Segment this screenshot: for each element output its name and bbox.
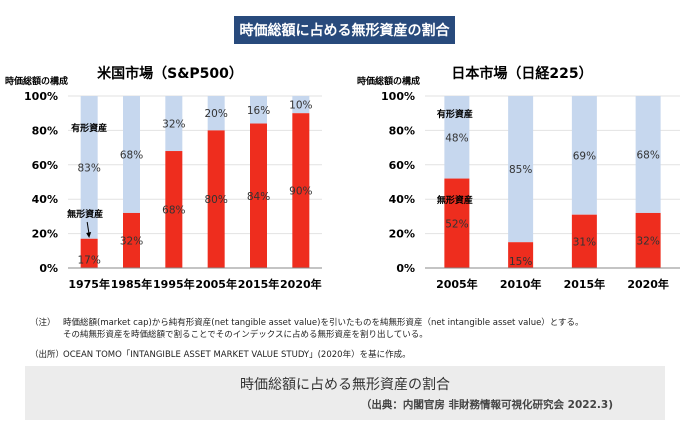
y-axis-label: 時価総額の構成	[5, 75, 68, 87]
note-line-1: 時価総額(market cap)から純有形資産(net tangible ass…	[63, 318, 584, 328]
bar-tangible	[250, 96, 267, 124]
note-label: （注）	[30, 318, 56, 328]
bar-intangible	[80, 238, 98, 268]
x-tick-label: 2020年	[280, 277, 322, 291]
bar-intangible	[250, 123, 267, 269]
bar-intangible	[635, 212, 661, 268]
data-label-intangible: 32%	[120, 235, 143, 247]
data-label-intangible: 80%	[204, 194, 227, 206]
bar-tangible	[444, 96, 470, 179]
footer-title: 時価総額に占める無形資産の割合	[240, 377, 450, 393]
x-tick-label: 2020年	[627, 277, 669, 291]
data-label-tangible: 20%	[204, 108, 227, 120]
y-tick-label: 100%	[24, 90, 58, 103]
data-label-tangible: 32%	[162, 119, 185, 131]
x-tick-label: 2005年	[436, 277, 478, 291]
data-label-tangible: 68%	[120, 149, 143, 161]
x-tick-label: 2015年	[238, 277, 280, 291]
bar-tangible	[508, 96, 534, 243]
bar-intangible	[508, 242, 534, 268]
data-label-tangible: 85%	[509, 164, 532, 176]
note-line-2: その純無形資産を時価総額で割ることでそのインデックスに占める無形資産を割り出して…	[63, 330, 428, 340]
footer-source: （出典：内閣官房 非財務情報可視化研究会 2022.3)	[360, 399, 613, 411]
data-label-intangible: 90%	[289, 186, 312, 198]
y-tick-label: 60%	[389, 159, 415, 172]
x-tick-label: 2010年	[500, 277, 542, 291]
x-tick-label: 2005年	[195, 277, 237, 291]
bar-intangible	[165, 151, 183, 268]
bar-tangible	[80, 96, 98, 239]
bar-intangible	[292, 113, 310, 268]
y-tick-label: 80%	[32, 124, 58, 137]
data-label-tangible: 68%	[636, 149, 659, 161]
data-label-tangible: 83%	[77, 162, 100, 174]
y-axis-label: 時価総額の構成	[357, 75, 420, 87]
legend-tangible: 有形資産	[71, 122, 107, 134]
x-tick-label: 1995年	[153, 277, 195, 291]
y-tick-label: 0%	[39, 262, 58, 275]
y-tick-label: 20%	[389, 228, 415, 241]
x-tick-label: 2015年	[564, 277, 606, 291]
y-tick-label: 60%	[32, 159, 58, 172]
chart-title: 米国市場（S&P500）	[97, 65, 243, 82]
legend-intangible: 無形資産	[437, 194, 473, 206]
data-label-intangible: 52%	[445, 218, 468, 230]
bar-intangible	[444, 178, 470, 268]
x-tick-label: 1985年	[111, 277, 153, 291]
data-label-intangible: 31%	[573, 236, 596, 248]
source-text: OCEAN TOMO「INTANGIBLE ASSET MARKET VALUE…	[63, 350, 411, 360]
data-label-intangible: 84%	[247, 191, 270, 203]
bar-tangible	[207, 96, 225, 131]
data-label-tangible: 69%	[573, 150, 596, 162]
bar-tangible	[292, 96, 310, 114]
bar-intangible	[123, 212, 140, 268]
legend-tangible: 有形資産	[437, 108, 473, 120]
y-tick-label: 40%	[32, 193, 58, 206]
bar-intangible	[571, 214, 597, 268]
data-label-intangible: 17%	[77, 254, 100, 266]
data-label-intangible: 15%	[509, 256, 532, 268]
y-tick-label: 20%	[32, 228, 58, 241]
bar-tangible	[123, 96, 140, 213]
y-tick-label: 100%	[381, 90, 415, 103]
y-tick-label: 0%	[396, 262, 415, 275]
y-tick-label: 40%	[389, 193, 415, 206]
data-label-tangible: 48%	[445, 132, 468, 144]
bar-intangible	[207, 130, 225, 268]
source-label: （出所）	[30, 350, 65, 360]
data-label-tangible: 16%	[247, 105, 270, 117]
bar-tangible	[571, 96, 597, 215]
data-label-intangible: 32%	[636, 235, 659, 247]
chart-title: 日本市場（日経225）	[451, 65, 592, 82]
header-title: 時価総額に占める無形資産の割合	[234, 16, 455, 44]
charts-svg: 米国市場（S&P500） 時価総額の構成 0% 20% 40% 60% 80% 100% 17%…	[5, 65, 680, 291]
arrowhead-icon	[86, 232, 92, 238]
footer-box: 時価総額に占める無形資産の割合 （出典：内閣官房 非財務情報可視化研究会 202…	[25, 366, 665, 420]
bar-tangible	[165, 96, 183, 152]
bar-tangible	[635, 96, 661, 213]
data-label-intangible: 68%	[162, 205, 185, 217]
data-label-tangible: 10%	[289, 100, 312, 112]
y-tick-label: 80%	[389, 124, 415, 137]
x-tick-label: 1975年	[68, 277, 110, 291]
legend-intangible: 無形資産	[67, 208, 103, 220]
